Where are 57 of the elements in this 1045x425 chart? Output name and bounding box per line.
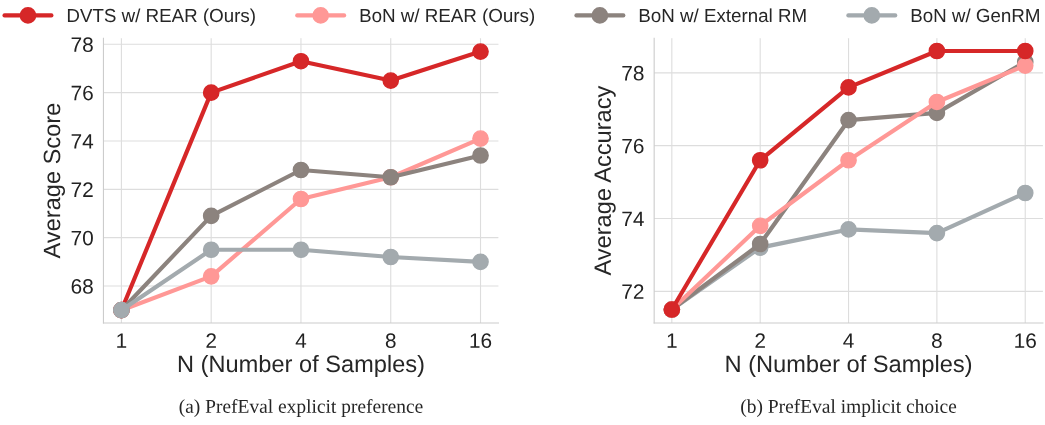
x-axis-title: N (Number of Samples) [178, 354, 424, 377]
x-tick-label: 2 [206, 333, 216, 348]
x-tick-label: 4 [843, 333, 854, 348]
point [202, 207, 220, 225]
point [472, 43, 489, 60]
point [472, 147, 489, 164]
point [840, 79, 857, 96]
y-tick-label: 74 [71, 134, 94, 149]
point [382, 72, 400, 89]
y-axis-title: Average Score [43, 103, 66, 259]
y-tick-label: 76 [71, 85, 93, 101]
point [472, 130, 489, 147]
point [840, 151, 857, 169]
legend-label: BoN w/ REAR (Ours) [360, 8, 535, 26]
x-tick-label: 8 [932, 333, 942, 349]
y-axis-title: Average Accuracy [594, 85, 616, 276]
legend-label: BoN w/ External RM [639, 8, 806, 23]
y-tick-label: 72 [71, 182, 93, 197]
point [840, 111, 857, 129]
y-tick-label: 76 [622, 138, 644, 154]
legend-label: BoN w/ GenRM [911, 8, 1039, 23]
x-tick-label: 16 [470, 333, 492, 349]
x-tick-label: 8 [385, 333, 396, 349]
x-tick-label: 16 [1015, 333, 1036, 349]
x-tick-label: 1 [667, 333, 677, 348]
x-tick-label: 4 [295, 333, 307, 348]
point [382, 248, 400, 266]
point [751, 235, 769, 253]
point [840, 221, 857, 238]
point [928, 42, 946, 60]
point [1016, 184, 1034, 202]
y-tick-label: 72 [622, 284, 644, 299]
point [751, 217, 769, 235]
point [472, 253, 489, 271]
x-tick-label: 2 [755, 333, 765, 348]
x-axis-title: N (Number of Samples) [726, 354, 972, 377]
point [1016, 57, 1034, 74]
y-tick-label: 78 [622, 65, 644, 81]
y-tick-label: 74 [622, 211, 644, 227]
y-tick-label: 68 [71, 279, 93, 294]
point [928, 224, 946, 242]
point [1016, 42, 1034, 60]
point [202, 268, 220, 285]
point [292, 241, 310, 259]
point [292, 52, 310, 70]
x-tick-label: 1 [117, 333, 127, 348]
text: (b) PrefEval implicit choice [741, 399, 957, 417]
point [202, 241, 220, 259]
text: (a) PrefEval explicit preference [179, 399, 423, 417]
point [292, 161, 310, 179]
legend-label: DVTS w/ REAR (Ours) [67, 8, 255, 26]
y-tick-label: 70 [71, 230, 93, 246]
y-tick-label: 78 [71, 37, 93, 53]
point [292, 190, 310, 208]
point [751, 151, 769, 169]
point [928, 93, 946, 111]
point [202, 84, 220, 101]
